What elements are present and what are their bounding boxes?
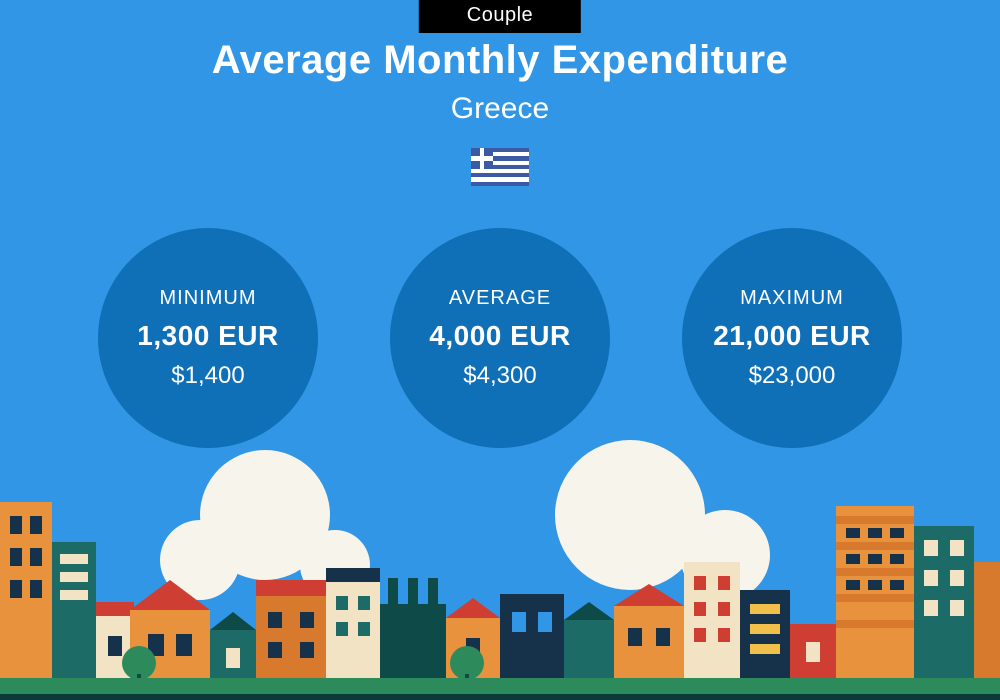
- ground-shadow: [0, 694, 1000, 700]
- stat-primary: 21,000 EUR: [713, 320, 871, 352]
- building: [836, 506, 914, 682]
- building: [974, 562, 1000, 682]
- stat-maximum: MAXIMUM 21,000 EUR $23,000: [682, 228, 902, 448]
- tree-icon: [132, 646, 146, 682]
- tab-label: Couple: [467, 4, 533, 26]
- stat-primary: 1,300 EUR: [137, 320, 278, 352]
- stat-secondary: $4,300: [463, 362, 536, 390]
- stat-secondary: $1,400: [171, 362, 244, 390]
- page-title: Average Monthly Expenditure: [0, 38, 1000, 83]
- building: [52, 542, 96, 682]
- building: [256, 596, 326, 682]
- stat-primary: 4,000 EUR: [429, 320, 570, 352]
- building: [740, 590, 790, 682]
- building: [0, 502, 52, 682]
- building: [210, 630, 256, 682]
- building: [914, 526, 974, 682]
- stat-average: AVERAGE 4,000 EUR $4,300: [390, 228, 610, 448]
- greece-flag-icon: [471, 148, 529, 186]
- country-name: Greece: [0, 92, 1000, 126]
- stat-minimum: MINIMUM 1,300 EUR $1,400: [98, 228, 318, 448]
- building: [684, 562, 740, 682]
- tree-icon: [460, 646, 474, 682]
- building: [380, 604, 446, 682]
- stat-label: AVERAGE: [449, 287, 551, 310]
- building: [564, 620, 614, 682]
- stat-secondary: $23,000: [749, 362, 836, 390]
- stat-label: MINIMUM: [160, 287, 257, 310]
- stats-row: MINIMUM 1,300 EUR $1,400 AVERAGE 4,000 E…: [0, 228, 1000, 448]
- cityscape-illustration: [0, 470, 1000, 700]
- stat-label: MAXIMUM: [740, 287, 844, 310]
- building: [614, 606, 684, 682]
- building: [500, 594, 564, 682]
- building: [790, 624, 836, 682]
- building: [326, 582, 380, 682]
- category-tab: Couple: [419, 0, 581, 33]
